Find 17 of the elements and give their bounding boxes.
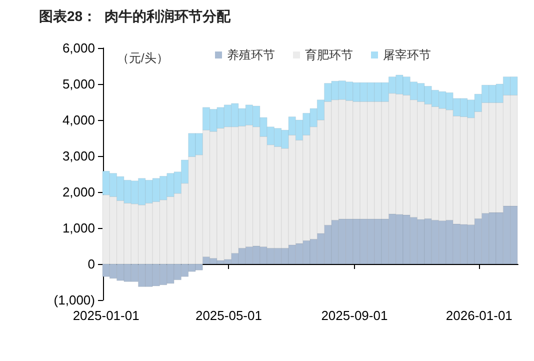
x-tick-label: 2025-09-01 (321, 308, 388, 323)
y-tick-label: 1,000 (62, 220, 95, 236)
chart-title: 图表28： 肉牛的利润环节分配 (39, 8, 232, 24)
y-tick-label: 2,000 (62, 184, 95, 200)
x-tick-label: 2026-01-01 (446, 308, 512, 323)
y-tick-label: (1,000) (54, 292, 95, 308)
y-tick-label: 0 (88, 256, 95, 272)
y-tick-label: 4,000 (62, 112, 95, 128)
x-tick-label: 2025-05-01 (195, 308, 262, 323)
y-tick-label: 5,000 (62, 76, 95, 92)
legend-label: 育肥环节 (305, 48, 353, 62)
y-tick-label: 6,000 (62, 40, 95, 56)
y-tick-label: 3,000 (62, 148, 95, 164)
y-axis-title: （元/头） (117, 51, 168, 65)
legend-label: 屠宰环节 (383, 48, 431, 62)
x-tick-label: 2025-01-01 (72, 308, 140, 323)
legend-label: 养殖环节 (227, 48, 275, 62)
